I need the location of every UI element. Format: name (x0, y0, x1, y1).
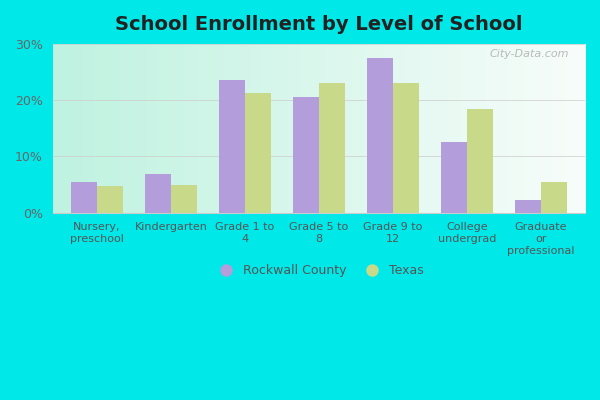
Bar (319, 83, 344, 213)
Bar (367, 58, 393, 213)
Bar (467, 108, 493, 213)
Bar (293, 97, 319, 213)
Bar (71, 182, 97, 213)
Bar (171, 184, 197, 213)
Title: School Enrollment by Level of School: School Enrollment by Level of School (115, 15, 523, 34)
Bar (515, 200, 541, 213)
Bar (541, 182, 566, 213)
Bar (393, 83, 419, 213)
Bar (97, 186, 123, 213)
Bar (145, 174, 171, 213)
Text: City-Data.com: City-Data.com (490, 49, 569, 59)
Bar (219, 80, 245, 213)
Bar (245, 93, 271, 213)
Legend: Rockwall County, Texas: Rockwall County, Texas (208, 259, 429, 282)
Bar (441, 142, 467, 213)
